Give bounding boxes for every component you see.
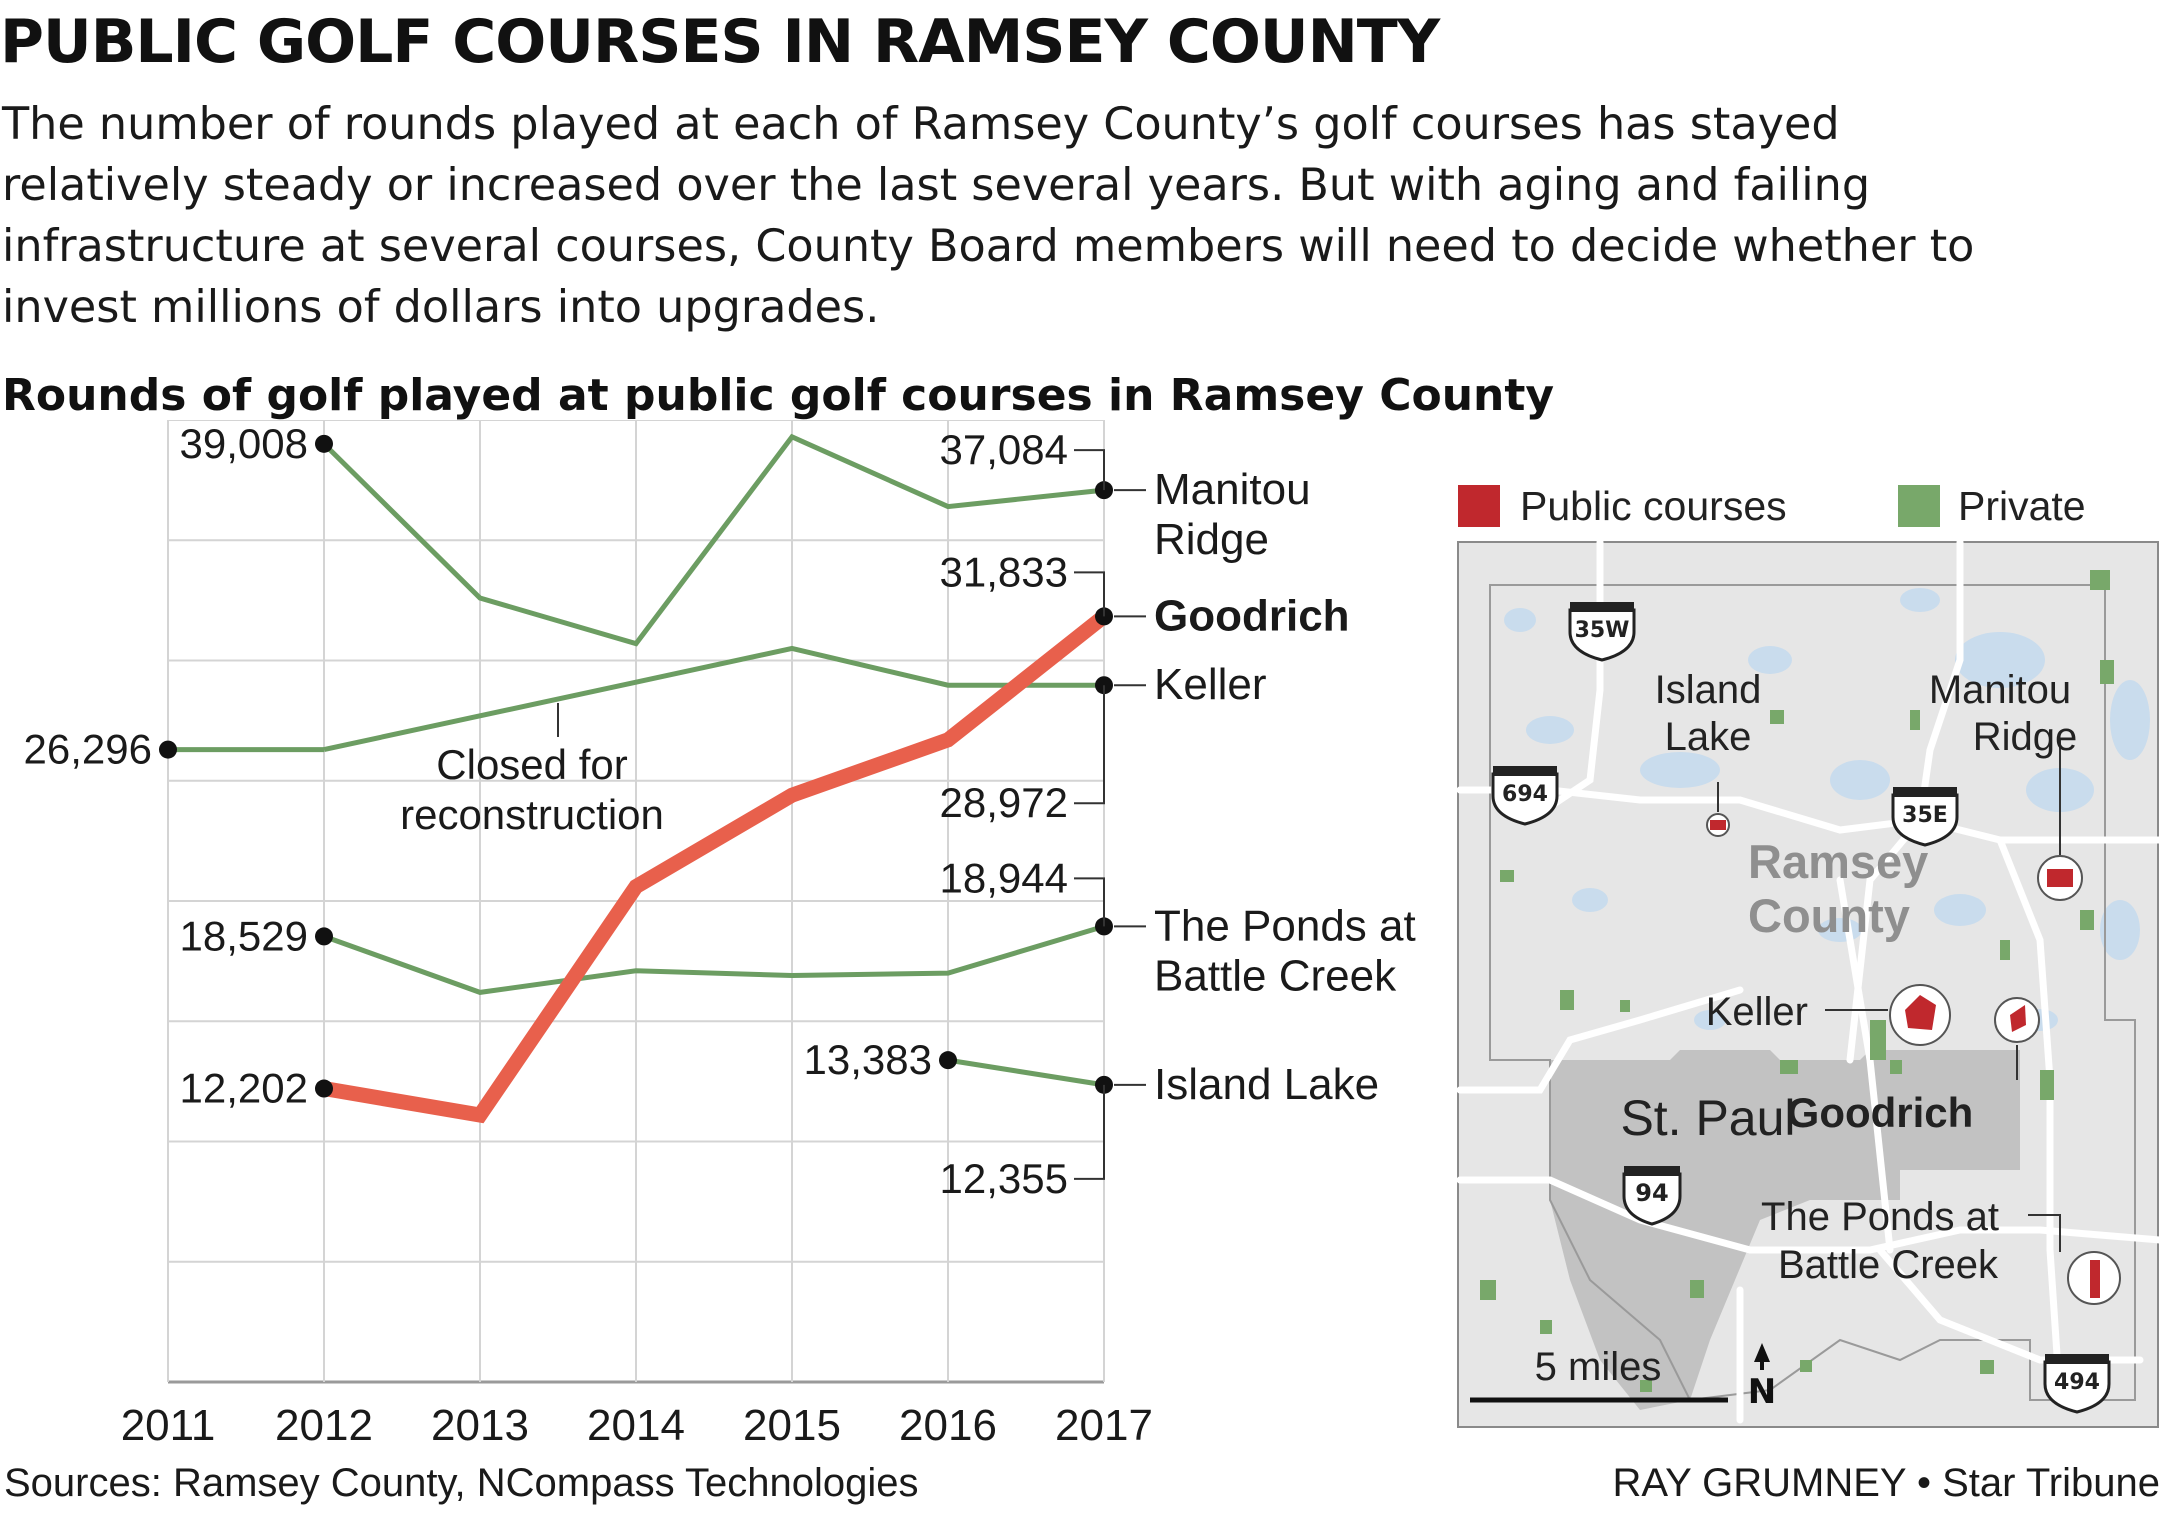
north-label: N [1748,1372,1776,1412]
end-value-label: 12,355 [940,1155,1068,1202]
svg-text:94: 94 [1635,1179,1668,1207]
series-name-label: Island Lake [1154,1060,1379,1109]
start-value-label: 12,202 [180,1065,308,1112]
start-value-label: 39,008 [180,420,308,467]
start-dot [159,740,177,759]
series-line-island-lake [947,1057,1105,1088]
x-tick-label: 2016 [899,1401,997,1450]
series-name-label: The Ponds at [1154,901,1416,950]
end-value-leader [1074,571,1105,617]
map-keller-label: Keller [1706,990,1808,1034]
x-tick-label: 2017 [1055,1401,1153,1450]
start-value-label: 13,383 [804,1036,932,1083]
start-dot [315,927,333,946]
shield-94: 94 [1622,1166,1682,1226]
legend-private-swatch [1898,485,1940,527]
chart-labels: 2011 2012 2013 2014 2015 2016 2017 39,008 Manito… [24,420,1416,1450]
map-leaders [1717,740,2061,1252]
map-manitou-line2: Ridge [1973,715,2078,759]
line-chart: 2011 2012 2013 2014 2015 2016 2017 39,008 Manito… [24,420,1416,1450]
headline: PUBLIC GOLF COURSES IN RAMSEY COUNTY [0,7,1440,77]
series-name-label: Keller [1154,660,1267,709]
intro-text: The number of rounds played at each of R… [2,99,1975,333]
map-island-lake-line1: Island [1655,668,1762,712]
end-value-leader [1074,685,1105,805]
shield-494: 494 [2043,1354,2111,1414]
series-line-the-ponds-at-battle-creek [323,924,1105,995]
map-labels: Island Lake Manitou Ridge Ramsey County … [1535,668,2078,1389]
map-county-line1: Ramsey [1748,835,1928,888]
shield-35w: 35W [1568,602,1636,662]
highway-shields: 35W 694 35E 94 494 [1491,602,2111,1414]
private-courses [1480,570,2114,1392]
series-name-label: Manitou [1154,465,1311,514]
credit-line: RAY GRUMNEY • Star Tribune [1612,1461,2160,1505]
map-island-lake-line2: Lake [1665,715,1752,759]
end-value-label: 18,944 [940,854,1068,901]
start-dot [315,434,333,453]
svg-text:494: 494 [2054,1370,2100,1395]
legend-public-swatch [1458,485,1500,527]
svg-text:35E: 35E [1902,803,1948,828]
series-name-label: Battle Creek [1154,951,1397,1000]
x-tick-label: 2013 [431,1401,529,1450]
legend-private-label: Private [1958,483,2086,529]
end-value-label: 37,084 [940,426,1068,473]
series-line-goodrich [322,610,1109,1124]
shield-694: 694 [1491,766,1559,826]
start-dot [939,1051,957,1070]
legend-public-label: Public courses [1520,483,1787,529]
start-dot [315,1079,333,1098]
start-value-label: 18,529 [180,912,308,959]
end-value-leader [1074,877,1105,927]
map-st-paul-label: St. Paul [1620,1090,1795,1146]
x-tick-label: 2014 [587,1401,685,1450]
map-ponds-line2: Battle Creek [1778,1243,1999,1287]
map-body [1456,538,2160,1428]
shield-35e: 35E [1891,787,1959,847]
public-courses [1706,813,2121,1305]
map-ponds-line1: The Ponds at [1761,1195,1999,1239]
annotation-text: Closed for [436,741,627,788]
series-name-label: Goodrich [1154,591,1350,640]
chart-grid [167,420,1105,1384]
end-value-leader [1074,1084,1105,1180]
start-value-label: 26,296 [24,726,152,773]
x-tick-label: 2011 [121,1401,216,1450]
locator-map: Public courses Private [1456,483,2160,1428]
map-scale-label: 5 miles [1535,1345,1662,1389]
x-tick-label: 2015 [743,1401,841,1450]
x-tick-label: 2012 [275,1401,373,1450]
map-goodrich-label: Goodrich [1787,1089,1974,1136]
north-arrow-icon: N [1748,1343,1776,1412]
st-paul-area [1550,1050,2020,1410]
svg-text:35W: 35W [1575,618,1630,643]
map-manitou-line1: Manitou [1929,668,2071,712]
series-line-manitou-ridge [322,433,1105,647]
annotation-text: reconstruction [400,791,664,838]
end-value-label: 28,972 [940,779,1068,826]
end-value-leader [1074,449,1105,491]
series-line-keller [323,645,1104,753]
lakes [1504,588,2150,1031]
chart-title: Rounds of golf played at public golf cou… [2,370,1555,421]
svg-text:694: 694 [1502,782,1548,807]
series-name-label: Ridge [1154,515,1269,564]
end-dot [1095,607,1113,626]
source-note: Sources: Ramsey County, NCompass Technol… [4,1461,919,1505]
end-value-label: 31,833 [940,548,1068,595]
map-county-line2: County [1748,889,1910,942]
